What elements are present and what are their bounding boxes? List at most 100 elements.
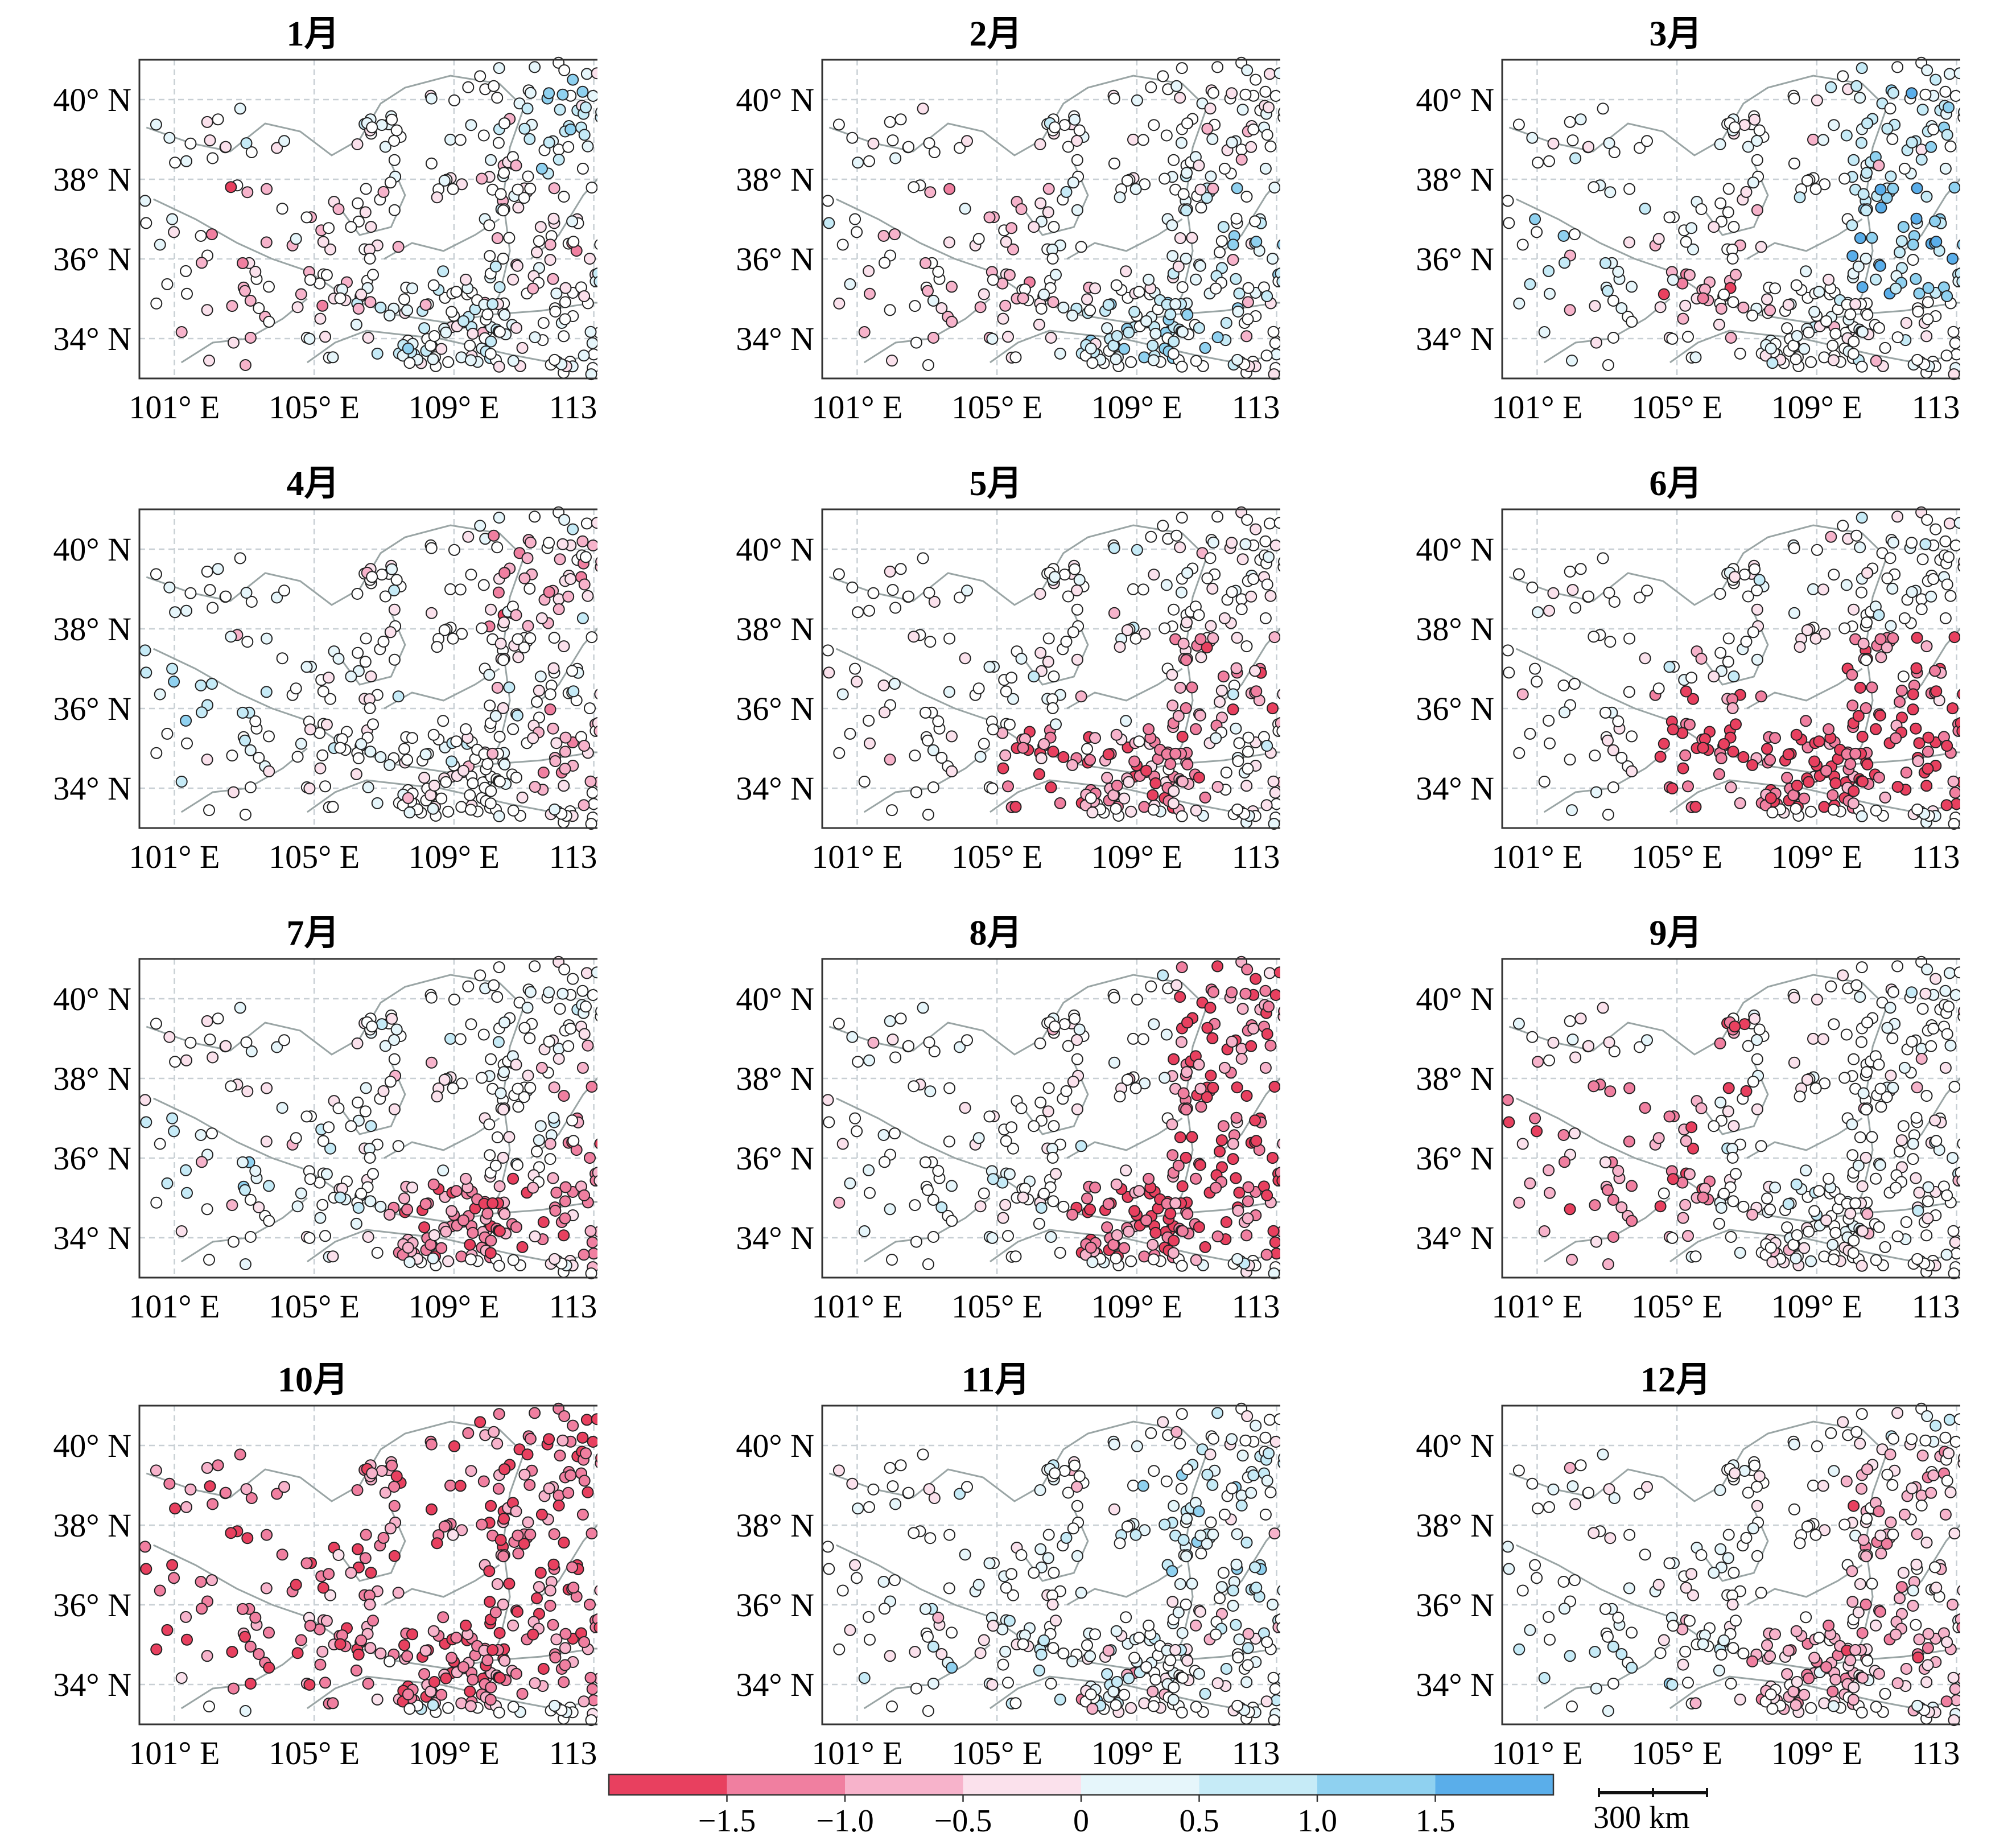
station-point: [928, 1641, 939, 1652]
station-point: [1728, 1196, 1738, 1206]
station-point: [494, 1181, 505, 1192]
station-point: [202, 1650, 213, 1661]
station-point: [1940, 536, 1951, 547]
station-point: [1109, 158, 1120, 169]
station-point: [823, 1563, 834, 1574]
station-point: [1049, 1121, 1059, 1131]
station-point: [399, 743, 410, 754]
station-point: [1231, 1113, 1242, 1123]
station-point: [196, 680, 207, 691]
station-point: [378, 187, 389, 197]
station-point: [1186, 1578, 1197, 1589]
station-point: [167, 1560, 178, 1571]
station-point: [1243, 1182, 1254, 1193]
station-point: [1119, 1243, 1129, 1254]
station-point: [1583, 1041, 1594, 1052]
station-point: [1148, 355, 1159, 365]
station-point: [1518, 240, 1528, 250]
lon-tick-label: 113° E: [549, 838, 597, 875]
station-point: [1148, 1700, 1159, 1711]
station-point: [879, 257, 890, 268]
station-point: [363, 1678, 374, 1689]
station-point: [885, 1204, 896, 1214]
station-point: [1664, 661, 1675, 672]
station-point: [1165, 759, 1176, 769]
station-point: [844, 728, 855, 739]
station-point: [1231, 1559, 1242, 1570]
station-point: [979, 1188, 990, 1199]
lat-tick-label: 40° N: [736, 531, 814, 568]
station-point: [1115, 1091, 1126, 1102]
station-point: [584, 253, 595, 264]
lat-tick-label: 38° N: [1416, 611, 1494, 648]
station-point: [547, 274, 558, 285]
station-point: [1875, 652, 1886, 662]
station-point: [482, 1208, 493, 1219]
station-point: [1072, 1054, 1083, 1065]
station-point: [1875, 202, 1886, 213]
station-point: [887, 805, 897, 816]
station-point: [1783, 1198, 1794, 1209]
station-point: [1133, 1632, 1144, 1643]
station-point: [467, 778, 478, 789]
station-point: [1182, 567, 1193, 578]
station-point: [519, 1023, 530, 1033]
station-point: [1626, 281, 1637, 292]
station-point: [1588, 631, 1599, 642]
station-point: [1875, 1084, 1886, 1094]
station-point: [1861, 167, 1872, 178]
station-point: [1228, 704, 1239, 715]
station-point: [1828, 1019, 1839, 1029]
station-point: [1074, 1471, 1085, 1482]
station-point: [1848, 1247, 1859, 1258]
station-point: [1955, 68, 1960, 79]
station-point: [504, 232, 514, 243]
station-point: [448, 1083, 459, 1094]
station-point: [1762, 1193, 1772, 1204]
station-point: [1090, 732, 1100, 743]
station-point: [1766, 1242, 1776, 1253]
station-point: [1730, 1168, 1741, 1179]
station-point: [1795, 641, 1805, 652]
station-point: [320, 1230, 331, 1241]
station-point: [1119, 344, 1129, 355]
station-point: [1605, 1086, 1615, 1097]
station-point: [1058, 1648, 1069, 1659]
station-point: [1133, 736, 1144, 747]
station-point: [1600, 1157, 1611, 1168]
station-point: [545, 1585, 556, 1596]
station-point: [1527, 1478, 1537, 1489]
station-point: [407, 1629, 418, 1640]
station-point: [1608, 1195, 1619, 1205]
station-point: [1049, 122, 1060, 133]
station-point: [538, 1217, 549, 1228]
station-point: [1943, 551, 1954, 562]
station-point: [545, 1600, 556, 1611]
station-point: [1072, 155, 1083, 166]
lat-tick-label: 40° N: [53, 81, 131, 118]
station-point: [1527, 582, 1537, 593]
station-point: [1568, 1034, 1578, 1045]
station-point: [588, 990, 597, 1000]
station-point: [304, 333, 315, 344]
station-point: [946, 281, 957, 292]
station-point: [1102, 772, 1112, 783]
station-point: [583, 141, 593, 152]
station-point: [1898, 1121, 1909, 1131]
station-point: [1951, 990, 1960, 1000]
station-point: [579, 1637, 589, 1648]
station-point: [1908, 239, 1919, 250]
lon-tick-label: 113° E: [1232, 1288, 1280, 1325]
station-point: [1068, 627, 1079, 637]
station-point: [559, 65, 570, 76]
station-point: [1855, 682, 1866, 693]
station-point: [928, 1232, 939, 1242]
station-point: [151, 1018, 162, 1029]
station-point: [240, 1632, 250, 1642]
station-point: [1261, 740, 1272, 751]
lat-tick-label: 36° N: [736, 690, 814, 727]
station-point: [1243, 763, 1254, 774]
station-point: [960, 1549, 971, 1560]
